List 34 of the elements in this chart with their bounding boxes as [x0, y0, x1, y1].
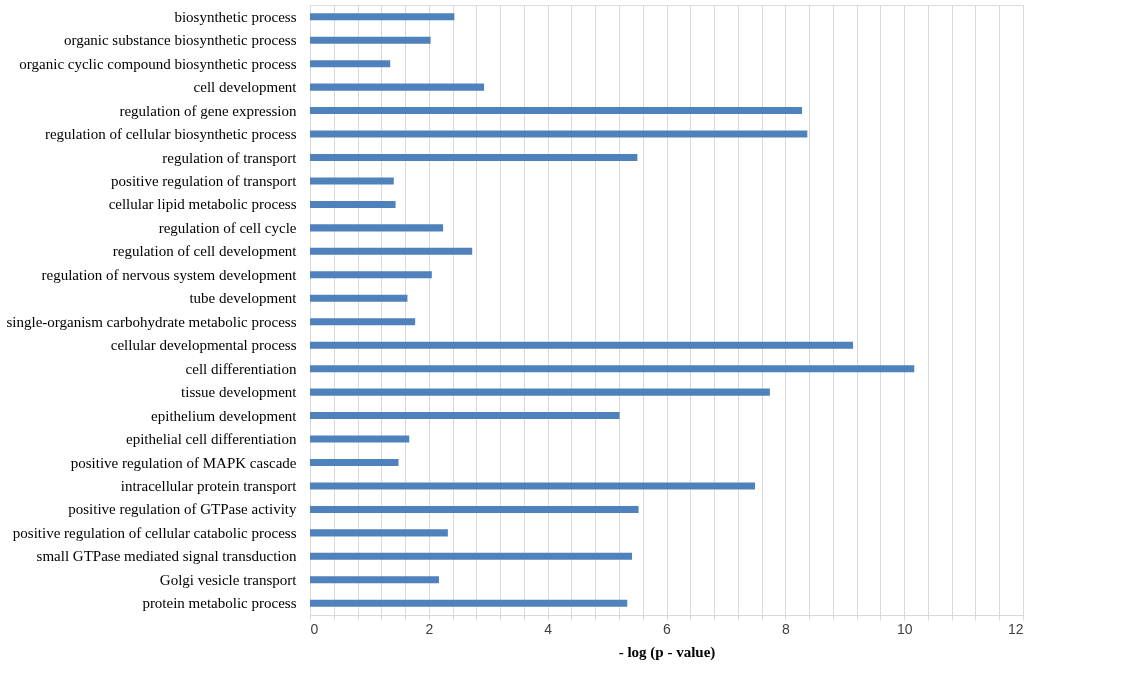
y-tick-label: tube development	[189, 290, 298, 307]
y-tick-label: positive regulation of GTPase activity	[68, 501, 297, 518]
y-tick-label: regulation of gene expression	[119, 102, 297, 119]
y-tick-label: intracellular protein transport	[120, 477, 298, 494]
y-tick-label: protein metabolic process	[142, 595, 297, 612]
y-tick-label: cell differentiation	[185, 360, 297, 377]
y-tick-label: cellular developmental process	[110, 337, 297, 354]
y-tick-label: organic cyclic compound biosynthetic process	[19, 55, 297, 72]
x-tick-label: 10	[896, 620, 913, 637]
y-tick-label: regulation of transport	[162, 149, 298, 166]
y-tick-label: regulation of cellular biosynthetic process	[44, 126, 297, 143]
y-tick-label: biosynthetic process	[174, 8, 297, 25]
y-tick-label: organic substance biosynthetic process	[63, 32, 297, 49]
y-tick-label: positive regulation of cellular catabolic process	[12, 524, 297, 541]
y-tick-label: epithelium development	[151, 407, 298, 424]
x-tick-label: 0	[310, 620, 319, 637]
y-tick-label: Golgi vesicle transport	[159, 571, 298, 588]
y-tick-label: cellular lipid metabolic process	[108, 196, 297, 213]
y-tick-label: tissue development	[181, 384, 298, 401]
y-tick-label: regulation of cell cycle	[158, 219, 297, 236]
y-tick-label: single-organism carbohydrate metabolic process	[6, 313, 297, 330]
y-tick-label: positive regulation of transport	[111, 172, 298, 189]
y-tick-label: positive regulation of MAPK cascade	[70, 454, 297, 471]
x-tick-label: 12	[1007, 620, 1024, 637]
x-axis-title: - log (p - value)	[618, 643, 716, 661]
x-tick-label: 6	[663, 620, 672, 637]
y-tick-label: small GTPase mediated signal transduction	[36, 548, 297, 565]
y-tick-label: regulation of cell development	[112, 243, 298, 260]
y-tick-label: regulation of nervous system development	[41, 266, 298, 283]
x-tick-label: 2	[425, 620, 434, 637]
y-tick-label: cell development	[193, 79, 298, 96]
x-tick-label: 4	[544, 620, 553, 637]
x-tick-label: 8	[781, 620, 790, 637]
y-tick-label: epithelial cell differentiation	[126, 431, 297, 448]
